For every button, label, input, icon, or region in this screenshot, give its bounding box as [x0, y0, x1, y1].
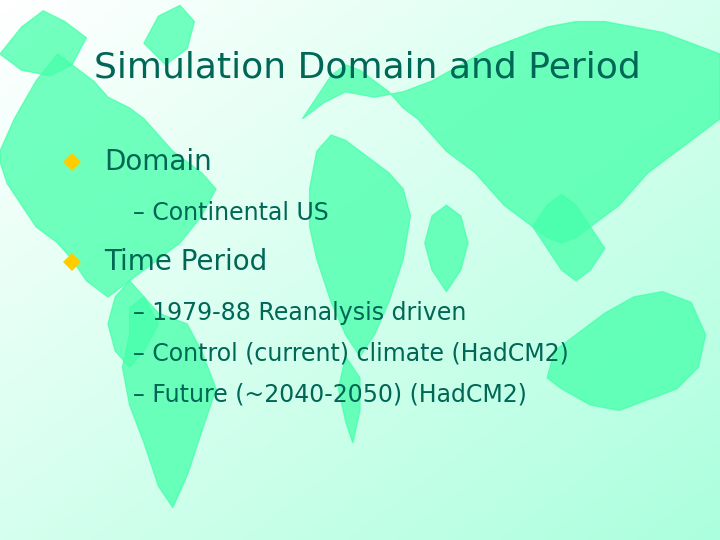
Text: – 1979-88 Reanalysis driven: – 1979-88 Reanalysis driven	[133, 301, 467, 325]
Polygon shape	[425, 205, 468, 292]
Text: Time Period: Time Period	[104, 248, 268, 276]
Polygon shape	[338, 356, 360, 443]
Polygon shape	[547, 292, 706, 410]
Text: Domain: Domain	[104, 148, 212, 176]
Text: – Future (~2040-2050) (HadCM2): – Future (~2040-2050) (HadCM2)	[133, 382, 527, 406]
Polygon shape	[122, 297, 216, 508]
Text: – Continental US: – Continental US	[133, 201, 329, 225]
Polygon shape	[533, 194, 605, 281]
Polygon shape	[302, 22, 720, 243]
Polygon shape	[144, 5, 194, 65]
Polygon shape	[310, 135, 410, 356]
Polygon shape	[0, 11, 86, 76]
Polygon shape	[108, 281, 158, 367]
Text: Simulation Domain and Period: Simulation Domain and Period	[94, 51, 640, 84]
Polygon shape	[0, 54, 216, 297]
Text: – Control (current) climate (HadCM2): – Control (current) climate (HadCM2)	[133, 342, 569, 366]
